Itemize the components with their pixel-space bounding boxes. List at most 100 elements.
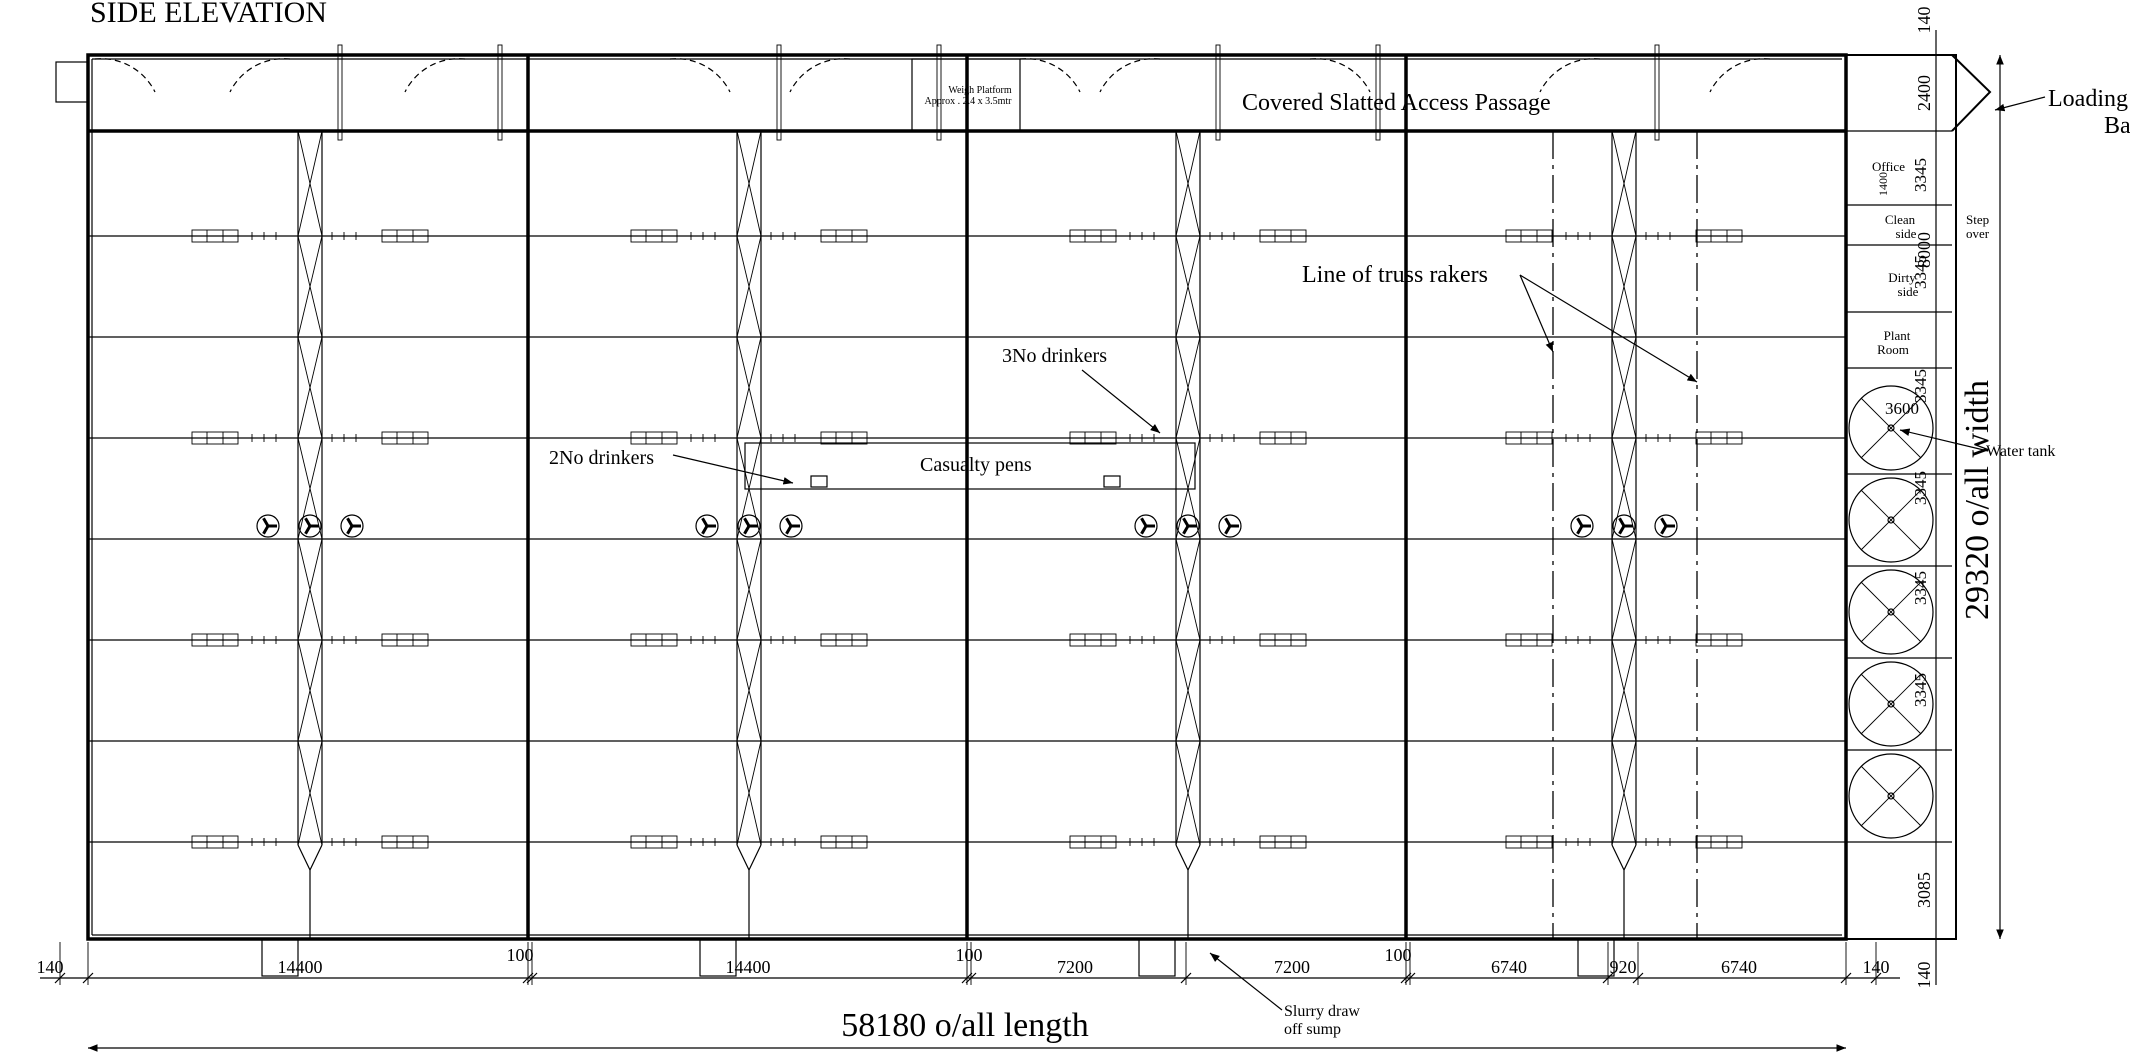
room-height-value: 3345 xyxy=(1911,471,1930,505)
fan-blade xyxy=(743,517,751,527)
passage-doors xyxy=(55,44,1771,141)
fan-blade xyxy=(1618,525,1626,535)
tank-circle xyxy=(1848,385,1934,471)
fan-icon xyxy=(1570,514,1594,538)
brace xyxy=(736,639,762,742)
clean-side-label: Clean xyxy=(1885,212,1916,227)
casualty-pens-label: Casualty pens xyxy=(920,454,1032,476)
feeder xyxy=(1645,431,1743,445)
feeder xyxy=(1505,229,1591,243)
tank-cross xyxy=(1860,397,1922,459)
gate-bar-4 xyxy=(936,44,942,141)
fan-blade xyxy=(701,517,709,527)
fan-icon xyxy=(779,514,803,538)
brace xyxy=(297,130,323,237)
loading-bay-outline xyxy=(1951,54,1992,132)
bottom-dimension-value: 14400 xyxy=(278,957,323,977)
door-arc-6 xyxy=(1019,58,1081,93)
brace xyxy=(1611,639,1637,742)
feeder xyxy=(630,229,716,243)
feeder-trough xyxy=(820,229,868,243)
feeder-symbols xyxy=(191,229,1743,849)
tank-cross xyxy=(1860,489,1922,551)
feeder-trough xyxy=(820,431,868,445)
gate-bar-7 xyxy=(1654,44,1660,141)
fan-icon xyxy=(1218,514,1242,538)
tank-circle xyxy=(1848,477,1934,563)
fan-icon xyxy=(256,514,280,538)
feeder-trough xyxy=(1259,835,1307,849)
tank-outlet xyxy=(1887,608,1895,616)
feeder-trough xyxy=(1505,229,1553,243)
water-tank-label: Water tank xyxy=(1986,443,2055,460)
feeder xyxy=(1505,431,1591,445)
feeder xyxy=(1209,633,1307,647)
gate-bar-3 xyxy=(776,44,782,141)
fan-blade xyxy=(346,525,354,535)
feeder-trough xyxy=(381,431,429,445)
fan-ring xyxy=(695,514,719,538)
right-dimension-value: 140 xyxy=(1914,7,1934,34)
fan-ring xyxy=(256,514,280,538)
fan-blade xyxy=(785,517,793,527)
door-arc-7 xyxy=(1099,58,1161,93)
pen-divisions xyxy=(88,55,1846,939)
feeder xyxy=(630,633,716,647)
brace xyxy=(1175,740,1201,846)
fan-blade xyxy=(262,517,270,527)
door-arc-3 xyxy=(404,58,466,93)
feeder-trough xyxy=(1505,431,1553,445)
door-arc-9 xyxy=(1539,58,1601,93)
fan-blade xyxy=(1140,525,1148,535)
tank-outlet xyxy=(1887,424,1895,432)
door-arc-10 xyxy=(1709,58,1771,93)
truss-rakers-label: Line of truss rakers xyxy=(1302,262,1488,288)
brace xyxy=(1175,336,1201,439)
brace xyxy=(1611,740,1637,846)
overall-length-dimension: 58180 o/all length xyxy=(841,1007,1088,1044)
gate-bar-2 xyxy=(497,44,503,141)
brace xyxy=(1175,130,1201,237)
fan-ring xyxy=(779,514,803,538)
feeder-trough xyxy=(381,633,429,647)
fan-blade xyxy=(1140,517,1148,527)
weigh-platform xyxy=(911,58,1021,132)
fan-ring xyxy=(1654,514,1678,538)
dimension-tick xyxy=(1870,972,1882,984)
feeder-trough xyxy=(1069,229,1117,243)
step-over-label: Step xyxy=(1966,212,1989,227)
room-height-value: 3345 xyxy=(1911,369,1930,403)
water-tanks xyxy=(1848,385,1934,839)
feeder-trough xyxy=(381,835,429,849)
fan-ring xyxy=(1176,514,1200,538)
slurry-sump-label: Slurry draw xyxy=(1284,1003,1360,1020)
access-passage-label: Covered Slatted Access Passage xyxy=(1242,90,1551,116)
overall-width-dimension: 29320 o/all width xyxy=(1959,380,1996,620)
door-arc-5 xyxy=(789,58,851,93)
tank-outlet xyxy=(1887,700,1895,708)
feeder-trough xyxy=(1259,431,1307,445)
fan-blade xyxy=(1224,525,1232,535)
door-arc-2 xyxy=(229,58,291,93)
door-arc-1 xyxy=(94,58,156,93)
dimension-tick xyxy=(526,972,538,984)
feeder xyxy=(1209,431,1307,445)
fan-icon xyxy=(1176,514,1200,538)
bottom-dimension-value: 14400 xyxy=(726,957,771,977)
feeder-trough xyxy=(1259,229,1307,243)
feeder-trough xyxy=(1069,431,1117,445)
feeder xyxy=(331,633,429,647)
loading-bay-label-2: Bay xyxy=(2104,113,2130,139)
feeder xyxy=(331,431,429,445)
brace xyxy=(736,538,762,641)
walkway-end xyxy=(297,844,323,872)
brace xyxy=(736,235,762,338)
water-tank-2 xyxy=(1848,477,1934,563)
dimension-tick xyxy=(1602,972,1614,984)
door-arc-8 xyxy=(1309,58,1371,93)
fan-ring xyxy=(1218,514,1242,538)
brace xyxy=(297,336,323,439)
room-height-value: 3345 xyxy=(1911,158,1930,192)
dirty-side-label: Dirty xyxy=(1888,270,1916,285)
dimension-tick xyxy=(1404,972,1416,984)
